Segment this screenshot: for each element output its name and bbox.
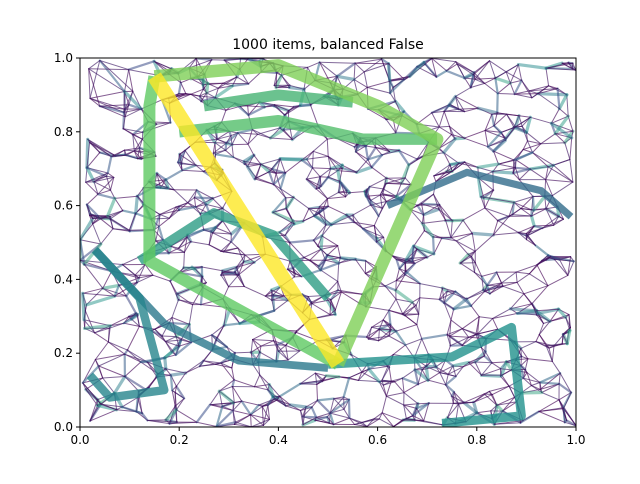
network-edge xyxy=(166,180,168,188)
y-tick-label: 0.2 xyxy=(54,346,73,360)
network-edge xyxy=(235,352,251,353)
network-edge xyxy=(521,393,542,394)
network-edge xyxy=(171,373,186,375)
network-edge xyxy=(204,230,212,232)
network-edge xyxy=(379,329,391,330)
network-edge xyxy=(412,246,413,261)
network-edge xyxy=(196,58,212,59)
network-edge xyxy=(195,198,213,199)
y-tick-label: 1.0 xyxy=(54,51,73,65)
network-edge xyxy=(515,94,539,95)
network-edge xyxy=(317,384,318,400)
y-tick-label: 0.8 xyxy=(54,125,73,139)
network-edge xyxy=(276,73,277,88)
network-edge xyxy=(184,268,195,269)
network-edge xyxy=(379,381,391,382)
network-edge xyxy=(276,345,277,362)
network-edge xyxy=(215,143,226,144)
network-edge xyxy=(303,417,316,418)
x-tick-label: 0.0 xyxy=(70,433,89,447)
x-tick-label: 1.0 xyxy=(566,433,585,447)
network-edge xyxy=(538,94,567,95)
chart-title: 1000 items, balanced False xyxy=(232,37,424,53)
y-tick-label: 0.6 xyxy=(54,199,73,213)
network-edge xyxy=(136,196,138,213)
network-edge xyxy=(184,252,185,268)
x-tick-label: 0.4 xyxy=(269,433,288,447)
network-edge xyxy=(498,94,515,95)
network-edge xyxy=(349,400,350,419)
network-edge xyxy=(493,172,513,173)
x-tick-label: 0.2 xyxy=(170,433,189,447)
network-edge xyxy=(251,415,252,427)
network-edge xyxy=(286,197,294,198)
network-edge xyxy=(124,92,125,113)
network-edge xyxy=(502,282,517,283)
network-edge xyxy=(313,168,331,169)
network-edge xyxy=(162,336,176,337)
network-edge xyxy=(452,220,463,221)
network-edge xyxy=(280,159,302,160)
network-edge xyxy=(439,126,449,127)
network-edge xyxy=(169,252,185,253)
network-edge xyxy=(290,405,305,407)
network-edge xyxy=(472,233,493,235)
y-tick-label: 0.4 xyxy=(54,272,73,286)
network-edge xyxy=(540,383,559,384)
network-edge xyxy=(171,375,172,390)
network-edge xyxy=(533,197,534,211)
network-edge xyxy=(433,237,434,254)
network-edge xyxy=(165,358,166,369)
x-tick-label: 0.8 xyxy=(467,433,486,447)
network-edge xyxy=(229,131,231,135)
network-edge xyxy=(83,293,84,320)
y-tick-label: 0.0 xyxy=(54,420,73,434)
x-tick-label: 0.6 xyxy=(368,433,387,447)
network-edge xyxy=(321,236,322,249)
network-edge xyxy=(326,376,339,377)
network-edge xyxy=(327,199,328,207)
network-edge xyxy=(338,171,340,182)
network-edge xyxy=(389,310,390,324)
network-edge xyxy=(340,258,355,259)
network-edge xyxy=(497,94,498,113)
network-edge xyxy=(521,356,522,365)
network-edge xyxy=(355,146,366,147)
network-edge xyxy=(389,64,390,82)
